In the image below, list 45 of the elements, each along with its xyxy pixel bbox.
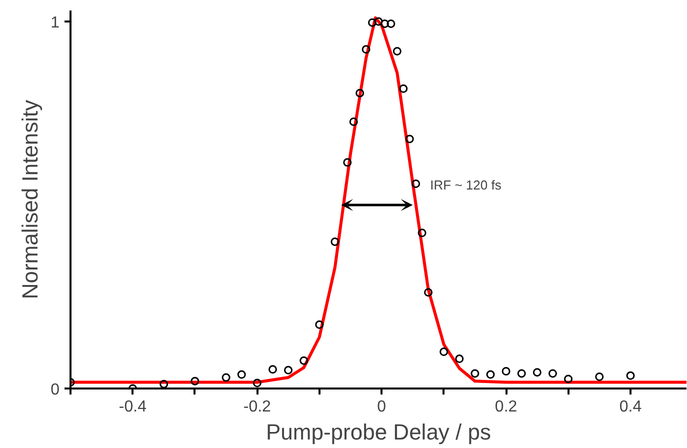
point <box>368 18 377 27</box>
y-axis-title: Normalised Intensity <box>18 100 43 300</box>
point <box>532 368 542 377</box>
point <box>405 134 414 144</box>
line-series <box>70 16 686 384</box>
point <box>330 237 340 246</box>
point <box>470 369 480 378</box>
point <box>300 356 308 365</box>
point <box>548 369 557 378</box>
point <box>517 369 526 378</box>
point <box>399 84 408 93</box>
point <box>418 228 426 238</box>
y-tick-label: 1 <box>50 14 60 32</box>
point <box>595 372 604 381</box>
point <box>284 366 293 374</box>
point <box>380 19 389 28</box>
x-tick-label: 0.4 <box>619 398 642 416</box>
point <box>237 370 246 379</box>
point <box>386 19 396 28</box>
point <box>564 374 573 384</box>
x-axis-title: Pump-probe Delay / ps <box>266 420 491 444</box>
point <box>343 158 352 167</box>
point <box>160 380 168 388</box>
point <box>392 46 402 56</box>
point <box>190 376 200 386</box>
point <box>626 371 635 380</box>
point <box>502 367 510 376</box>
point <box>356 88 364 98</box>
point <box>222 373 230 382</box>
point <box>374 17 383 26</box>
annotation: IRF ~ 120 fs <box>430 177 502 192</box>
point <box>486 370 495 379</box>
x-tick-label: -0.4 <box>118 398 147 416</box>
x-tick-label: 0.2 <box>494 398 518 416</box>
x-tick-label: 0 <box>377 398 386 416</box>
point <box>349 117 358 126</box>
point <box>412 179 420 188</box>
x-tick-label: -0.2 <box>243 398 272 416</box>
point <box>362 45 370 54</box>
point <box>455 354 464 364</box>
point <box>424 288 433 297</box>
point <box>440 348 448 356</box>
point <box>268 365 277 374</box>
point <box>252 378 262 388</box>
point <box>315 320 324 329</box>
